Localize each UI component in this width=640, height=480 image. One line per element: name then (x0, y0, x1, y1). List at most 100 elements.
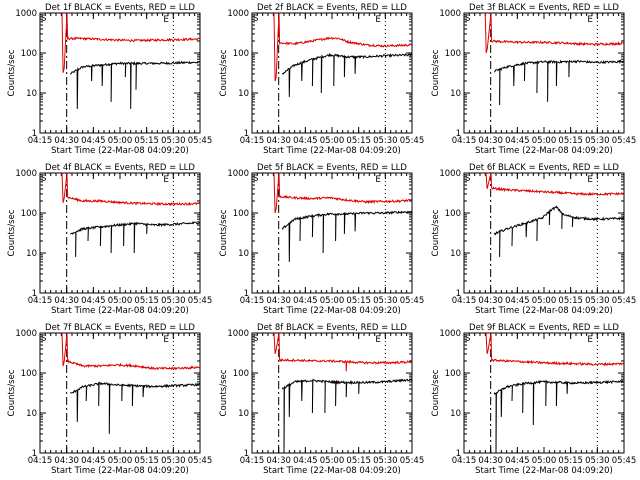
panel-7: Det 7f BLACK = Events, RED = LLD 1 10 100 10… (7, 323, 212, 476)
y-tick-label: 100 (233, 369, 249, 379)
x-tick-label: 04:15 (28, 136, 53, 146)
marker-e: E (163, 175, 168, 185)
x-tick-label: 04:45 (81, 456, 106, 466)
panel-title: Det 4f BLACK = Events, RED = LLD (45, 163, 195, 173)
x-tick-label: 04:45 (293, 296, 318, 306)
lld-series-line (273, 172, 412, 214)
panel-4: Det 4f BLACK = Events, RED = LLD 1 10 100 10… (7, 163, 212, 316)
panel-9: Det 9f BLACK = Events, RED = LLD 1 10 100 10… (431, 323, 636, 476)
y-axis-label: Counts/sec (7, 209, 17, 256)
y-axis-label: Counts/sec (431, 209, 441, 256)
x-tick-label: 04:45 (81, 136, 106, 146)
x-tick-label: 05:45 (188, 136, 213, 146)
x-tick-label: 04:15 (240, 136, 265, 146)
y-tick-label: 1000 (439, 169, 461, 179)
y-tick-label: 1 (456, 449, 461, 459)
y-axis-label: Counts/sec (431, 369, 441, 416)
x-tick-label: 04:30 (54, 456, 79, 466)
x-tick-label: 05:15 (346, 456, 371, 466)
marker-s: S (253, 14, 258, 24)
y-tick-label: 1 (244, 289, 249, 299)
x-tick-label: 05:45 (400, 136, 425, 146)
y-tick-label: 1000 (227, 169, 249, 179)
lld-series-line (273, 332, 412, 372)
x-tick-label: 05:45 (612, 136, 637, 146)
panel-title: Det 2f BLACK = Events, RED = LLD (257, 3, 407, 13)
y-tick-label: 1000 (15, 9, 37, 19)
y-tick-label: 10 (450, 409, 461, 419)
x-tick-label: 04:45 (505, 136, 530, 146)
lld-series-line (61, 12, 200, 73)
x-tick-label: 04:30 (478, 296, 503, 306)
x-tick-label: 05:30 (585, 456, 610, 466)
panel-2: Det 2f BLACK = Events, RED = LLD 1 10 100 10… (219, 3, 424, 156)
x-tick-label: 04:15 (28, 456, 53, 466)
y-tick-label: 10 (238, 409, 249, 419)
panel-title: Det 5f BLACK = Events, RED = LLD (257, 163, 407, 173)
y-tick-label: 10 (450, 89, 461, 99)
x-tick-label: 04:30 (54, 296, 79, 306)
y-tick-label: 1 (32, 129, 37, 139)
y-axis-label: Counts/sec (7, 49, 17, 96)
y-tick-label: 100 (445, 49, 461, 59)
marker-e: E (375, 175, 380, 185)
events-series-line (281, 210, 413, 262)
x-tick-label: 05:45 (188, 456, 213, 466)
x-tick-label: 04:30 (266, 136, 291, 146)
x-axis-label: Start Time (22-Mar-08 04:09:20) (475, 146, 613, 156)
y-tick-label: 1 (456, 289, 461, 299)
panel-5: Det 5f BLACK = Events, RED = LLD 1 10 100 10… (219, 163, 424, 316)
x-axis-label: Start Time (22-Mar-08 04:09:20) (51, 466, 189, 476)
y-tick-label: 1 (456, 129, 461, 139)
lld-series-line (485, 332, 624, 367)
y-axis-label: Counts/sec (219, 209, 229, 256)
x-tick-label: 04:15 (28, 296, 53, 306)
x-tick-label: 05:30 (373, 136, 398, 146)
y-tick-label: 1000 (439, 329, 461, 339)
y-axis-label: Counts/sec (219, 49, 229, 96)
panel-title: Det 8f BLACK = Events, RED = LLD (257, 323, 407, 333)
x-axis-label: Start Time (22-Mar-08 04:09:20) (51, 146, 189, 156)
x-tick-label: 05:45 (188, 296, 213, 306)
plot-frame (463, 172, 625, 294)
y-tick-label: 100 (21, 209, 37, 219)
lld-series-line (484, 12, 624, 54)
x-tick-label: 05:30 (161, 456, 186, 466)
panel-title: Det 3f BLACK = Events, RED = LLD (469, 3, 619, 13)
plot-frame (463, 12, 625, 134)
panel-1: Det 1f BLACK = Events, RED = LLD 1 10 100 10… (7, 3, 212, 156)
events-series-line (493, 205, 624, 257)
x-tick-label: 04:45 (293, 456, 318, 466)
y-tick-label: 1000 (15, 169, 37, 179)
x-tick-label: 05:15 (346, 296, 371, 306)
panel-title: Det 7f BLACK = Events, RED = LLD (45, 323, 195, 333)
events-series-line (281, 378, 412, 454)
x-tick-label: 05:15 (134, 456, 159, 466)
panel-3: Det 3f BLACK = Events, RED = LLD 1 10 100 10… (431, 3, 636, 156)
y-tick-label: 1000 (227, 9, 249, 19)
y-tick-label: 1 (244, 449, 249, 459)
lld-series-line (273, 12, 412, 82)
marker-s: S (253, 174, 258, 184)
x-tick-label: 04:30 (478, 456, 503, 466)
marker-e: E (375, 335, 380, 345)
x-tick-label: 04:15 (452, 136, 477, 146)
y-tick-label: 100 (445, 369, 461, 379)
panel-6: Det 6f BLACK = Events, RED = LLD 1 10 100 10… (431, 163, 636, 316)
y-tick-label: 100 (21, 49, 37, 59)
y-tick-label: 10 (26, 409, 37, 419)
y-tick-label: 1 (244, 129, 249, 139)
lld-series-line (485, 172, 624, 197)
y-tick-label: 100 (21, 369, 37, 379)
marker-s: S (41, 14, 46, 24)
y-tick-label: 1 (32, 449, 37, 459)
plot-frame (39, 12, 201, 134)
x-tick-label: 05:00 (532, 136, 557, 146)
y-axis-label: Counts/sec (219, 369, 229, 416)
marker-e: E (163, 15, 168, 25)
y-axis-label: Counts/sec (7, 369, 17, 416)
y-tick-label: 100 (233, 209, 249, 219)
y-tick-label: 100 (233, 49, 249, 59)
marker-s: S (41, 174, 46, 184)
x-tick-label: 04:30 (266, 456, 291, 466)
